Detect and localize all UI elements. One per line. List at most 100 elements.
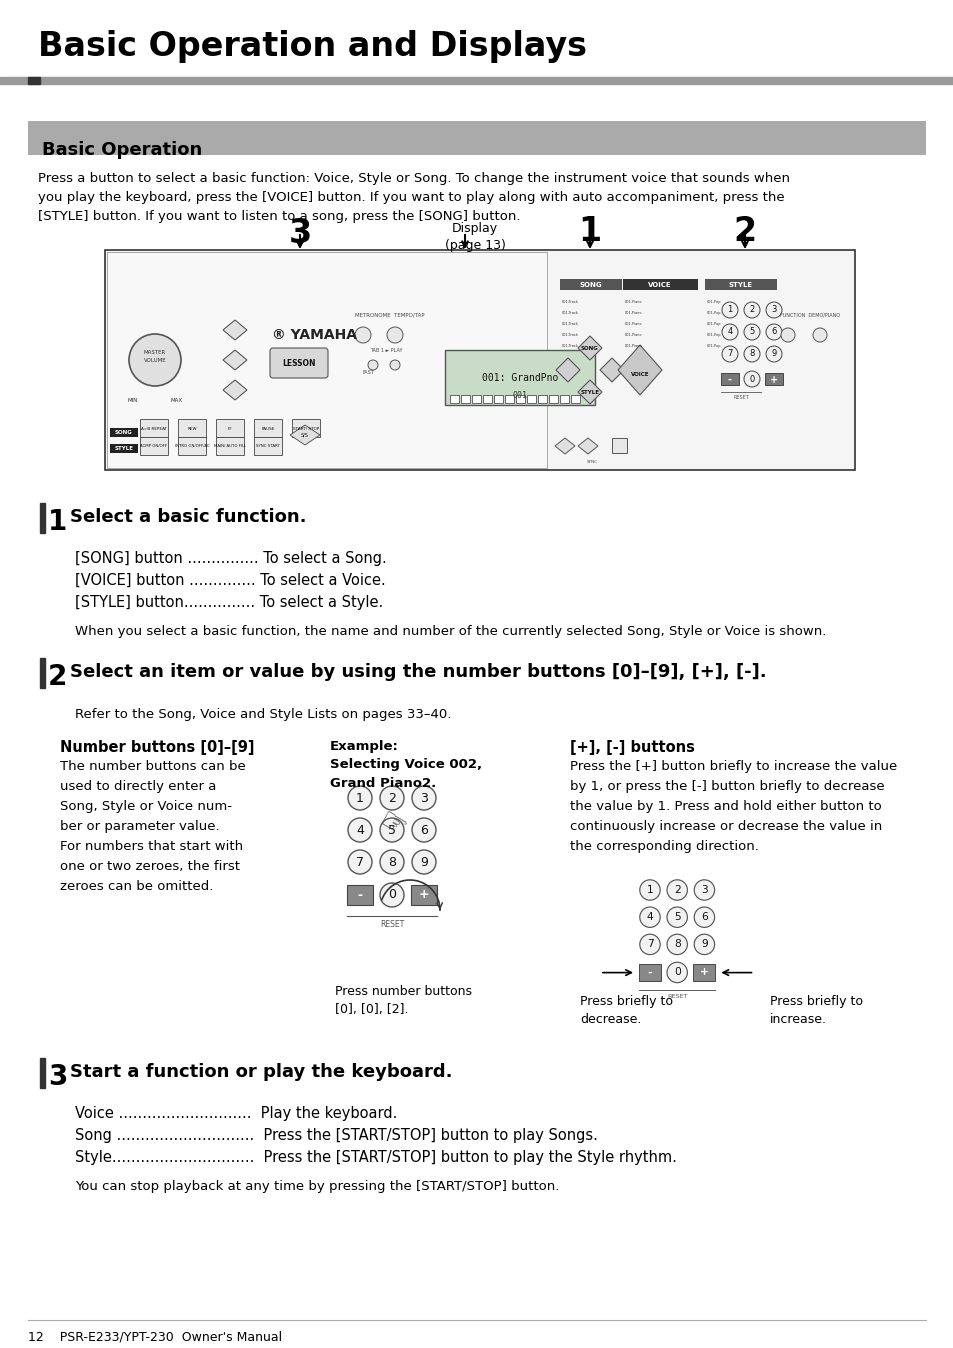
Circle shape <box>721 346 738 363</box>
Text: [+], [-] buttons: [+], [-] buttons <box>569 740 694 755</box>
Text: 0: 0 <box>749 375 754 383</box>
Text: S/S: S/S <box>301 433 309 438</box>
Bar <box>704 279 776 290</box>
Circle shape <box>379 818 403 842</box>
Text: 7: 7 <box>355 856 364 868</box>
Text: [STYLE] button............... To select a Style.: [STYLE] button............... To select … <box>75 594 383 611</box>
Bar <box>612 438 626 453</box>
Text: 1: 1 <box>578 214 601 248</box>
Text: RESET: RESET <box>379 919 404 929</box>
Text: [VOICE] button .............. To select a Voice.: [VOICE] button .............. To select … <box>75 573 385 588</box>
Circle shape <box>743 371 760 387</box>
Text: Example:: Example: <box>330 740 398 754</box>
Circle shape <box>765 324 781 340</box>
Text: Press briefly to
decrease.: Press briefly to decrease. <box>579 995 672 1026</box>
Text: 9: 9 <box>771 349 776 359</box>
Text: [SONG] button ............... To select a Song.: [SONG] button ............... To select … <box>75 551 386 566</box>
Text: 6: 6 <box>419 824 428 837</box>
Text: 001-Pop: 001-Pop <box>706 344 720 348</box>
Text: 5: 5 <box>673 913 679 922</box>
Bar <box>28 121 925 155</box>
Text: 0: 0 <box>388 888 395 902</box>
Bar <box>571 395 579 403</box>
Bar <box>28 77 40 84</box>
Bar <box>460 395 470 403</box>
Text: 9: 9 <box>700 940 707 949</box>
Text: LESSON: LESSON <box>282 360 315 368</box>
Circle shape <box>412 818 436 842</box>
Text: 001-Piano: 001-Piano <box>624 301 642 305</box>
Text: 4: 4 <box>355 824 363 837</box>
Circle shape <box>639 934 659 954</box>
Bar <box>516 395 524 403</box>
Text: 5: 5 <box>749 328 754 337</box>
Text: SYNC: SYNC <box>586 460 597 464</box>
Text: 0: 0 <box>673 968 679 977</box>
Text: 6: 6 <box>700 913 707 922</box>
Bar <box>622 279 698 290</box>
Bar <box>482 395 492 403</box>
Circle shape <box>781 328 794 342</box>
Bar <box>639 964 660 981</box>
Circle shape <box>639 907 659 927</box>
Circle shape <box>666 962 687 983</box>
Text: SONG: SONG <box>579 282 601 288</box>
Text: SONG: SONG <box>580 345 598 350</box>
Text: 8: 8 <box>673 940 679 949</box>
Text: -: - <box>357 888 362 902</box>
Text: 001-Piano: 001-Piano <box>624 333 642 337</box>
Bar <box>0 77 953 84</box>
Text: Number buttons [0]–[9]: Number buttons [0]–[9] <box>60 740 254 755</box>
Text: +: + <box>769 375 778 386</box>
Text: When you select a basic function, the name and number of the currently selected : When you select a basic function, the na… <box>75 625 825 638</box>
Bar <box>215 419 244 437</box>
Polygon shape <box>599 359 623 381</box>
Bar <box>140 437 168 456</box>
Circle shape <box>639 880 659 900</box>
Text: START/ STOP: START/ STOP <box>293 427 319 431</box>
Text: Style..............................  Press the [START/STOP] button to play the S: Style.............................. Pres… <box>75 1150 677 1165</box>
Bar <box>40 658 45 687</box>
Circle shape <box>355 328 371 342</box>
Circle shape <box>412 851 436 874</box>
Text: Press number buttons
[0], [0], [2].: Press number buttons [0], [0], [2]. <box>335 985 472 1016</box>
Text: 2: 2 <box>749 306 754 314</box>
Text: +: + <box>700 968 708 977</box>
Bar <box>548 395 558 403</box>
Text: PAUSE: PAUSE <box>261 427 274 431</box>
Text: FF: FF <box>228 427 233 431</box>
Bar <box>40 503 45 532</box>
Polygon shape <box>618 345 661 395</box>
Bar <box>411 886 436 905</box>
Text: STYLE: STYLE <box>579 390 598 395</box>
Text: 3: 3 <box>771 306 776 314</box>
Text: MASTER: MASTER <box>144 349 166 355</box>
Text: INTRO ON/OFF/AC: INTRO ON/OFF/AC <box>174 443 209 448</box>
Circle shape <box>129 334 181 386</box>
Text: 001: 001 <box>512 391 527 400</box>
Text: FUNCTION  DEMO/PIANO: FUNCTION DEMO/PIANO <box>780 313 840 318</box>
Text: 7: 7 <box>646 940 653 949</box>
Text: Basic Operation: Basic Operation <box>42 142 202 159</box>
Bar <box>450 395 458 403</box>
Circle shape <box>666 880 687 900</box>
Text: Display
(page 13): Display (page 13) <box>444 222 505 252</box>
Text: You can stop playback at any time by pressing the [START/STOP] button.: You can stop playback at any time by pre… <box>75 1180 558 1193</box>
Text: 6: 6 <box>771 328 776 337</box>
Circle shape <box>666 907 687 927</box>
Text: VOLUME: VOLUME <box>144 357 166 363</box>
Text: 3: 3 <box>700 886 707 895</box>
Text: TAB 1 ► PLAY: TAB 1 ► PLAY <box>370 348 402 352</box>
Text: 8: 8 <box>748 349 754 359</box>
Bar <box>720 373 739 386</box>
Text: 1: 1 <box>355 791 363 805</box>
Bar <box>178 437 206 456</box>
Text: 001-Track: 001-Track <box>561 322 578 326</box>
Polygon shape <box>578 336 601 360</box>
Circle shape <box>812 328 826 342</box>
Polygon shape <box>556 359 579 381</box>
Text: VOICE: VOICE <box>630 372 649 377</box>
Circle shape <box>368 360 377 369</box>
Bar <box>347 886 373 905</box>
Bar <box>178 419 206 437</box>
